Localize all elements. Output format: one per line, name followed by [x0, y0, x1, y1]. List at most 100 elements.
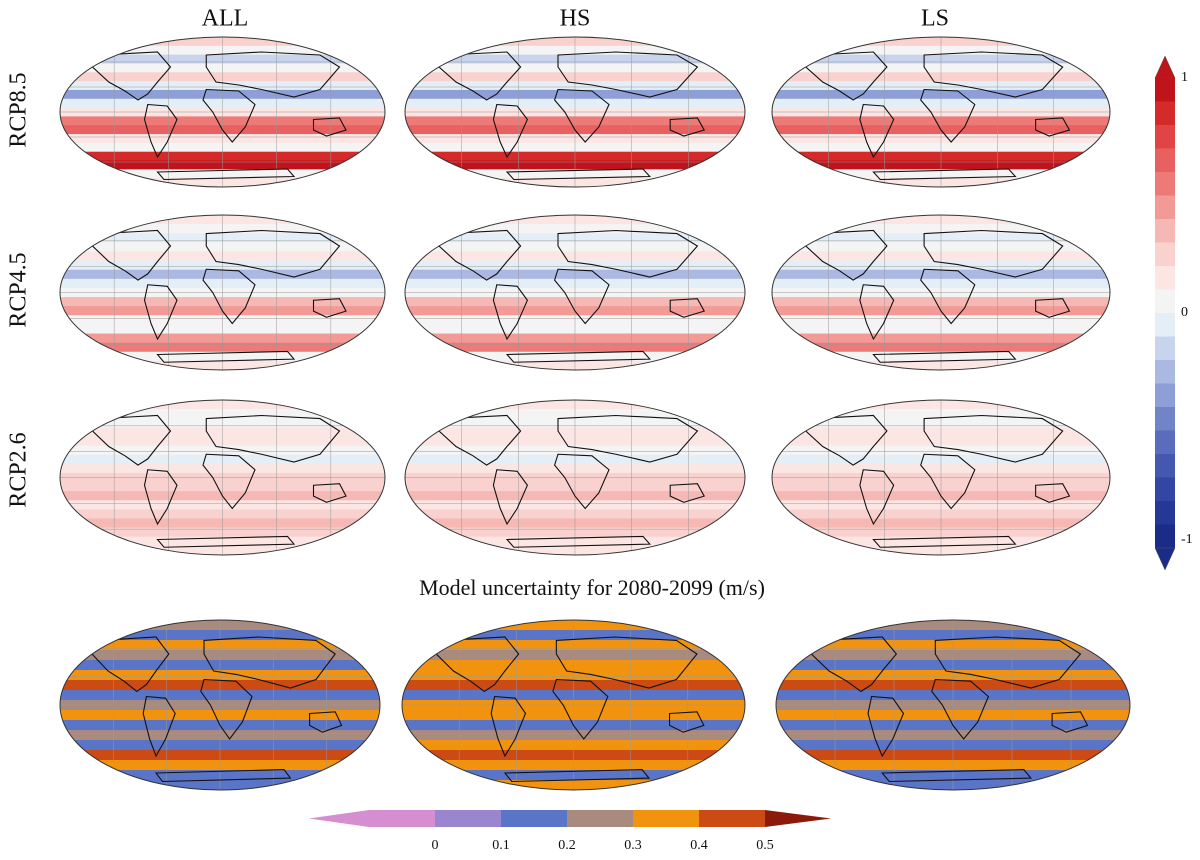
- colorbar-end: [309, 810, 435, 827]
- coastline: [436, 637, 518, 691]
- coastline: [932, 680, 989, 740]
- colorbar-swatch: [501, 810, 568, 827]
- coastline: [806, 52, 887, 100]
- coastline: [670, 712, 704, 732]
- coastline: [555, 269, 609, 323]
- coastline: [882, 770, 1031, 782]
- coastline: [873, 169, 1015, 180]
- map-border: [775, 619, 1131, 791]
- section-title: Model uncertainty for 2080-2099 (m/s): [419, 575, 765, 600]
- coastline: [145, 285, 178, 339]
- colorbar-swatch: [1155, 266, 1175, 290]
- colorbar-tick-label: 0.5: [756, 838, 774, 853]
- map-border: [59, 36, 386, 188]
- map-border: [404, 36, 746, 188]
- colorbar-swatch: [1155, 313, 1175, 337]
- map: [60, 620, 380, 790]
- coastline: [491, 697, 525, 757]
- coastline: [806, 231, 887, 281]
- colorbar-swatch: [1155, 101, 1175, 126]
- colorbar-tick-label: 0: [432, 838, 439, 853]
- colorbar-swatch: [699, 810, 766, 827]
- map: [772, 400, 1110, 555]
- coastline: [314, 484, 347, 503]
- coastline: [860, 105, 894, 158]
- colorbar-tick-label: 0: [1181, 305, 1188, 320]
- coastline: [201, 680, 252, 740]
- map-border: [59, 619, 381, 791]
- map-border: [59, 399, 386, 556]
- coastline: [873, 536, 1015, 547]
- colorbar-swatch: [1155, 219, 1175, 243]
- colorbar-swatch: [1155, 148, 1175, 173]
- colorbar-swatch: [1155, 78, 1175, 102]
- column-title: ALL: [202, 6, 249, 32]
- coastline: [204, 637, 335, 688]
- coastline: [93, 416, 171, 466]
- colorbar-swatch: [1155, 242, 1175, 267]
- coastline: [314, 299, 347, 318]
- coastline: [439, 231, 521, 281]
- colorbar-tick-label: 0.1: [492, 838, 510, 853]
- coastline: [310, 712, 342, 732]
- coastline: [558, 231, 697, 278]
- coastline: [203, 454, 255, 508]
- row-label: RCP2.6: [6, 432, 32, 507]
- coastline: [558, 416, 697, 463]
- coastline: [439, 52, 521, 100]
- coastline: [493, 470, 527, 524]
- coastline: [556, 637, 697, 688]
- coastline: [93, 52, 171, 100]
- coastline: [206, 52, 339, 97]
- colorbar-swatch: [1155, 524, 1175, 549]
- coastline: [860, 470, 894, 524]
- row-label: RCP8.5: [6, 72, 32, 147]
- coastline: [439, 416, 521, 466]
- coastline: [811, 637, 896, 691]
- colorbars: 1 0 -1 0 0.1 0.2 0.3 0.4 0.5: [309, 55, 1193, 853]
- map: [60, 37, 385, 187]
- colorbar-swatch: [1155, 454, 1175, 478]
- coastline: [555, 90, 609, 143]
- coastline: [145, 470, 178, 524]
- coastline: [158, 536, 295, 547]
- coastline: [314, 118, 347, 136]
- coastline: [1036, 118, 1070, 136]
- coastline: [92, 637, 169, 691]
- map: [772, 215, 1110, 370]
- coastline: [93, 231, 171, 281]
- coastline: [924, 416, 1063, 463]
- map-border: [401, 619, 746, 791]
- map: [772, 37, 1110, 187]
- coastline: [921, 269, 975, 323]
- colorbar-end: [765, 810, 831, 827]
- coastline: [206, 231, 339, 278]
- coastline: [1036, 299, 1070, 318]
- map-border: [771, 214, 1111, 371]
- coastline: [507, 536, 650, 547]
- coastline: [156, 770, 290, 782]
- map-border: [404, 214, 746, 371]
- coastline: [670, 484, 704, 503]
- coastline: [553, 680, 608, 740]
- colorbar-tick-label: 0.2: [558, 838, 576, 853]
- colorbar-swatch: [1155, 360, 1175, 384]
- colorbar-tick-label: 0.3: [624, 838, 642, 853]
- coastline: [493, 285, 527, 339]
- coastline: [203, 90, 255, 143]
- coastline: [143, 697, 175, 757]
- map-panels: [59, 36, 1131, 791]
- coastline: [555, 454, 609, 508]
- row-label: RCP4.5: [6, 252, 32, 327]
- colorbar-end: [1154, 547, 1176, 571]
- coastline: [860, 285, 894, 339]
- map: [402, 620, 745, 790]
- colorbar-swatch: [1155, 289, 1175, 314]
- coastline: [206, 416, 339, 463]
- coastline: [924, 52, 1063, 97]
- coastline: [507, 351, 650, 362]
- colorbar-swatch: [1155, 195, 1175, 220]
- colorbar-swatch: [1155, 501, 1175, 525]
- colorbar-swatch: [1155, 383, 1175, 408]
